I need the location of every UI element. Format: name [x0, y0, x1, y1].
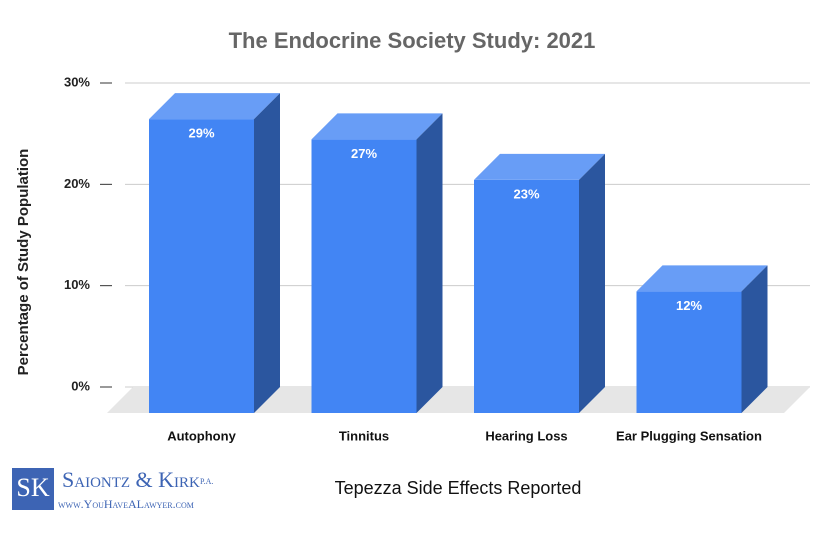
bar-side: [741, 265, 768, 413]
floor: [107, 387, 810, 413]
bar: [474, 179, 579, 413]
logo: SK Saiontz & Kirk P.A. www.YouHaveALawye…: [12, 467, 213, 511]
bar: [311, 139, 417, 413]
logo-mark: SK: [16, 473, 49, 502]
bar-top: [636, 265, 768, 292]
y-axis-label: Percentage of Study Population: [15, 149, 32, 376]
bar-top: [311, 113, 443, 140]
x-tick-label: Autophony: [167, 428, 236, 443]
y-tick-label: 10%: [64, 277, 90, 292]
bar-top: [149, 93, 280, 120]
value-label: 27%: [351, 146, 377, 161]
logo-suffix: P.A.: [200, 477, 213, 486]
bar-side: [579, 153, 605, 413]
y-tick-label: 30%: [64, 74, 90, 89]
y-tick-label: 0%: [71, 378, 90, 393]
bar-side: [416, 113, 443, 414]
value-label: 29%: [188, 126, 214, 141]
logo-name: Saiontz & Kirk: [62, 467, 200, 492]
y-tick-label: 20%: [64, 176, 90, 191]
x-axis-label: Tepezza Side Effects Reported: [335, 478, 582, 498]
logo-url: www.YouHaveALawyer.com: [58, 497, 194, 511]
bar-side: [254, 93, 280, 413]
x-tick-label: Tinnitus: [339, 428, 389, 443]
chart-title: The Endocrine Society Study: 2021: [229, 28, 596, 53]
value-label: 12%: [676, 298, 702, 313]
x-tick-label: Hearing Loss: [485, 428, 567, 443]
x-tick-label: Ear Plugging Sensation: [616, 428, 762, 443]
bar: [636, 291, 742, 413]
bar: [149, 119, 254, 413]
logo-box: [12, 468, 54, 510]
bar-top: [474, 153, 605, 180]
value-label: 23%: [513, 186, 539, 201]
